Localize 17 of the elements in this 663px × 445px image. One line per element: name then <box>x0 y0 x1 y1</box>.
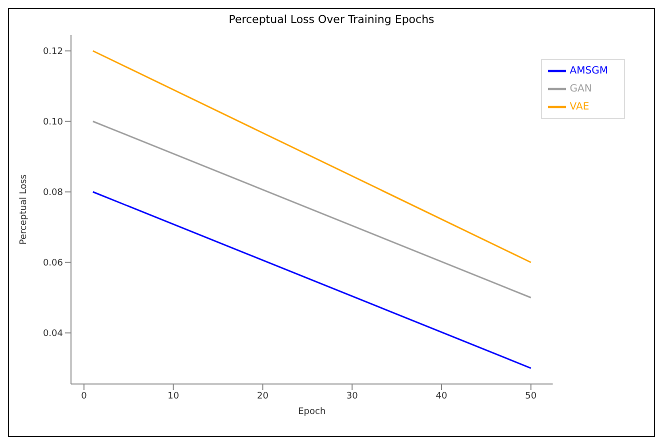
y-tick-label: 0.12 <box>42 47 63 58</box>
x-tick-label: 20 <box>257 391 269 402</box>
y-axis-title: Perceptual Loss <box>19 174 30 245</box>
x-tick-label: 10 <box>168 391 180 402</box>
y-tick-label: 0.04 <box>42 329 64 340</box>
x-axis-title: Epoch <box>298 407 326 417</box>
x-tick-label: 50 <box>525 391 537 402</box>
x-tick-label: 30 <box>346 391 358 402</box>
y-tick-label: 0.06 <box>42 258 64 269</box>
x-tick-label: 40 <box>436 391 448 402</box>
legend-label: AMSGM <box>570 66 608 77</box>
legend-label: GAN <box>570 84 592 95</box>
legend-label: VAE <box>570 102 590 113</box>
x-tick-label: 0 <box>81 391 88 402</box>
y-tick-label: 0.08 <box>42 188 64 198</box>
y-tick-label: 0.10 <box>42 118 64 128</box>
chart-title: Perceptual Loss Over Training Epochs <box>228 13 436 27</box>
